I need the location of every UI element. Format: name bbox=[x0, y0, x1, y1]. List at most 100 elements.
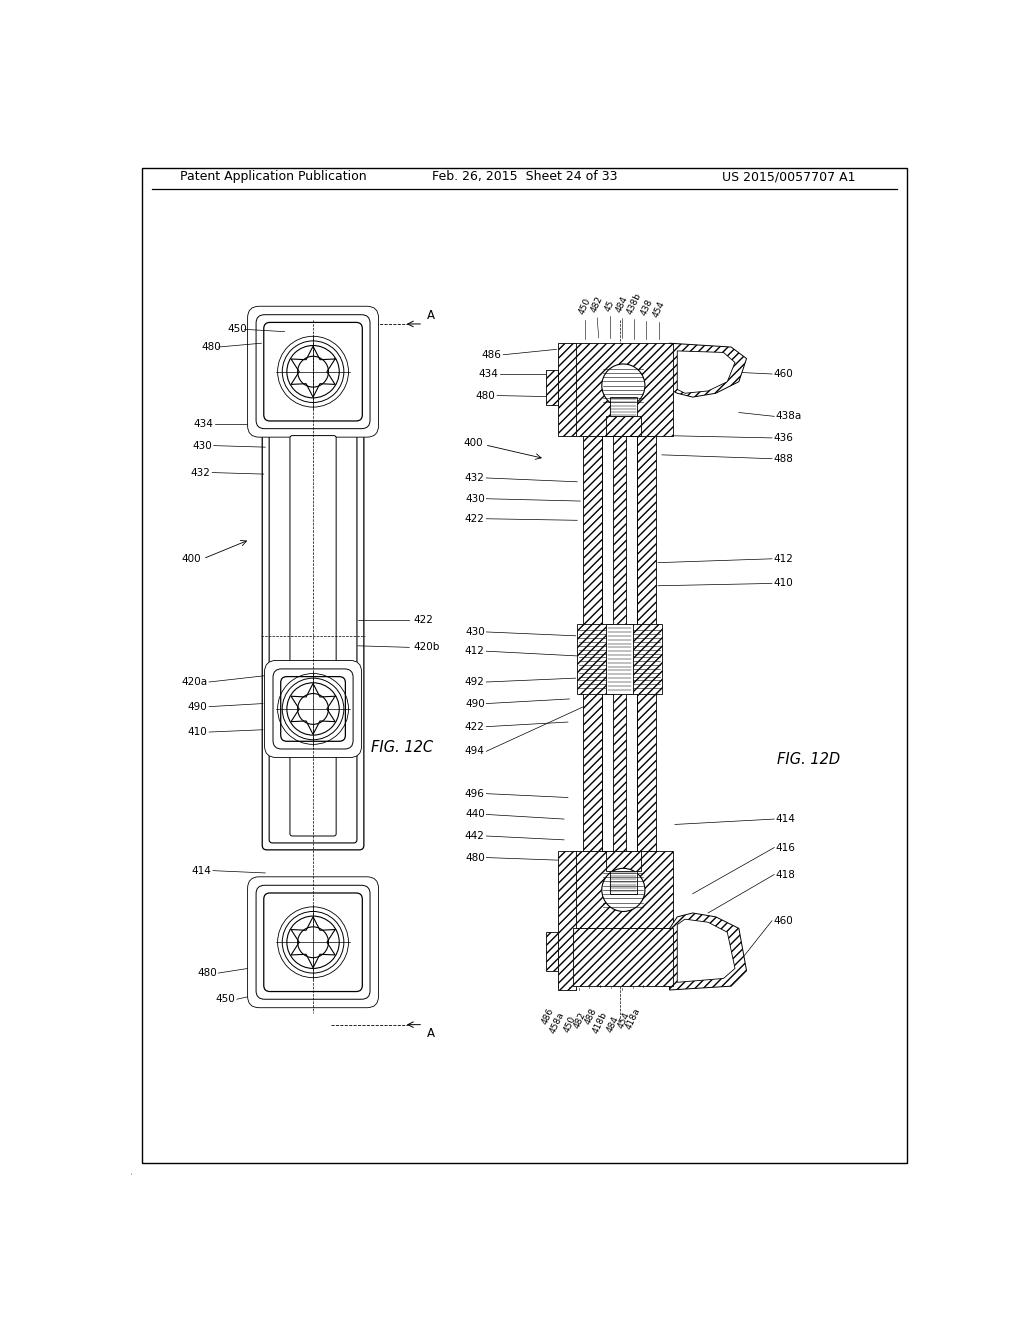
Text: 418a: 418a bbox=[624, 1007, 642, 1031]
Text: 436: 436 bbox=[773, 433, 794, 444]
Text: Feb. 26, 2015  Sheet 24 of 33: Feb. 26, 2015 Sheet 24 of 33 bbox=[432, 170, 617, 183]
FancyBboxPatch shape bbox=[248, 876, 379, 1007]
Text: 440: 440 bbox=[465, 809, 484, 820]
Text: 484: 484 bbox=[605, 1015, 621, 1034]
FancyBboxPatch shape bbox=[248, 306, 379, 437]
Text: 490: 490 bbox=[187, 702, 208, 711]
Text: 422: 422 bbox=[465, 722, 484, 731]
Circle shape bbox=[298, 693, 329, 725]
Text: A: A bbox=[427, 1027, 435, 1040]
Text: 450: 450 bbox=[228, 325, 248, 334]
FancyBboxPatch shape bbox=[264, 660, 361, 758]
Bar bbox=[583, 436, 602, 851]
Text: 460: 460 bbox=[773, 916, 794, 925]
Bar bbox=[558, 343, 575, 436]
Text: 434: 434 bbox=[194, 418, 214, 429]
Text: 492: 492 bbox=[465, 677, 484, 686]
Bar bbox=[637, 436, 656, 851]
FancyBboxPatch shape bbox=[256, 314, 370, 429]
Text: 414: 414 bbox=[191, 866, 211, 875]
Text: 400: 400 bbox=[464, 438, 483, 449]
Text: 412: 412 bbox=[465, 647, 484, 656]
Polygon shape bbox=[670, 913, 746, 990]
Bar bbox=[547, 932, 558, 970]
Bar bbox=[605, 416, 641, 436]
Text: 484: 484 bbox=[614, 294, 630, 314]
Polygon shape bbox=[677, 351, 735, 393]
Text: 482: 482 bbox=[572, 1011, 588, 1030]
Text: 410: 410 bbox=[773, 578, 794, 589]
Text: 494: 494 bbox=[465, 746, 484, 756]
Text: 438a: 438a bbox=[776, 412, 802, 421]
FancyBboxPatch shape bbox=[256, 886, 370, 999]
Bar bbox=[573, 928, 674, 986]
Bar bbox=[605, 851, 641, 871]
Bar bbox=[573, 851, 674, 928]
Text: 432: 432 bbox=[190, 467, 211, 478]
Text: 416: 416 bbox=[776, 842, 796, 853]
Text: 454: 454 bbox=[615, 1011, 631, 1030]
Circle shape bbox=[602, 364, 645, 407]
Bar bbox=[602, 436, 637, 851]
Text: 450: 450 bbox=[215, 994, 236, 1005]
Text: 480: 480 bbox=[197, 968, 217, 978]
Text: 45: 45 bbox=[603, 298, 616, 313]
Text: 430: 430 bbox=[465, 494, 484, 504]
FancyBboxPatch shape bbox=[290, 436, 336, 836]
Text: 400: 400 bbox=[182, 554, 202, 564]
Circle shape bbox=[602, 869, 645, 911]
Text: 460: 460 bbox=[773, 370, 794, 379]
Bar bbox=[547, 370, 558, 405]
Text: 420b: 420b bbox=[413, 643, 439, 652]
Text: 480: 480 bbox=[476, 391, 496, 400]
Text: 454: 454 bbox=[651, 300, 667, 318]
Text: FIG. 12C: FIG. 12C bbox=[371, 741, 433, 755]
Bar bbox=[606, 624, 633, 693]
Text: 430: 430 bbox=[193, 441, 212, 450]
Polygon shape bbox=[670, 343, 746, 397]
Bar bbox=[609, 871, 637, 894]
FancyBboxPatch shape bbox=[264, 892, 362, 991]
Text: 490: 490 bbox=[465, 698, 484, 709]
Text: 488: 488 bbox=[773, 454, 794, 463]
Circle shape bbox=[298, 356, 329, 387]
Text: A: A bbox=[427, 309, 435, 322]
Text: Patent Application Publication: Patent Application Publication bbox=[179, 170, 367, 183]
Text: 432: 432 bbox=[465, 473, 484, 483]
Text: 414: 414 bbox=[776, 814, 796, 824]
Bar bbox=[609, 397, 637, 416]
Text: FIG. 12D: FIG. 12D bbox=[777, 751, 841, 767]
Text: 450: 450 bbox=[562, 1015, 578, 1034]
Bar bbox=[613, 436, 626, 851]
Bar bbox=[578, 624, 662, 693]
Text: 438: 438 bbox=[639, 298, 654, 317]
Text: 438b: 438b bbox=[626, 290, 643, 315]
FancyBboxPatch shape bbox=[262, 422, 364, 850]
Text: 458a: 458a bbox=[549, 1011, 566, 1035]
Text: 496: 496 bbox=[465, 788, 484, 799]
Text: 488: 488 bbox=[584, 1007, 599, 1026]
Text: 420a: 420a bbox=[181, 677, 208, 686]
Bar bbox=[573, 343, 674, 436]
Text: 422: 422 bbox=[465, 513, 484, 524]
Text: US 2015/0057707 A1: US 2015/0057707 A1 bbox=[722, 170, 856, 183]
Polygon shape bbox=[677, 919, 735, 982]
Bar bbox=[558, 851, 575, 990]
Text: 430: 430 bbox=[465, 627, 484, 638]
Text: 422: 422 bbox=[413, 615, 433, 626]
FancyBboxPatch shape bbox=[269, 429, 357, 843]
Text: 480: 480 bbox=[202, 342, 221, 352]
Text: 418: 418 bbox=[776, 870, 796, 879]
FancyBboxPatch shape bbox=[264, 322, 362, 421]
FancyBboxPatch shape bbox=[273, 669, 353, 748]
Text: 412: 412 bbox=[773, 554, 794, 564]
Text: 418b: 418b bbox=[592, 1011, 609, 1035]
Text: 486: 486 bbox=[541, 1007, 556, 1026]
Text: 442: 442 bbox=[465, 832, 484, 841]
Text: 410: 410 bbox=[187, 727, 208, 737]
Text: 434: 434 bbox=[479, 370, 499, 379]
Circle shape bbox=[298, 927, 329, 958]
Text: 480: 480 bbox=[465, 853, 484, 862]
Text: 486: 486 bbox=[482, 350, 502, 360]
Text: 482: 482 bbox=[590, 294, 605, 314]
